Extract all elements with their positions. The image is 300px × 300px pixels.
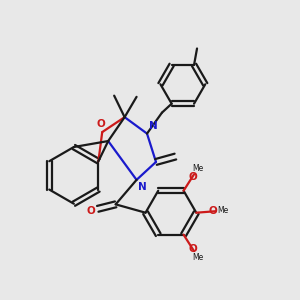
Text: Me: Me	[218, 206, 229, 215]
Text: O: O	[96, 119, 105, 129]
Text: N: N	[138, 182, 147, 192]
Text: N: N	[149, 121, 158, 131]
Text: O: O	[86, 206, 95, 216]
Text: O: O	[188, 172, 197, 182]
Text: Me: Me	[192, 164, 204, 172]
Text: Me: Me	[192, 253, 204, 262]
Text: O: O	[188, 244, 197, 254]
Text: O: O	[208, 206, 217, 216]
